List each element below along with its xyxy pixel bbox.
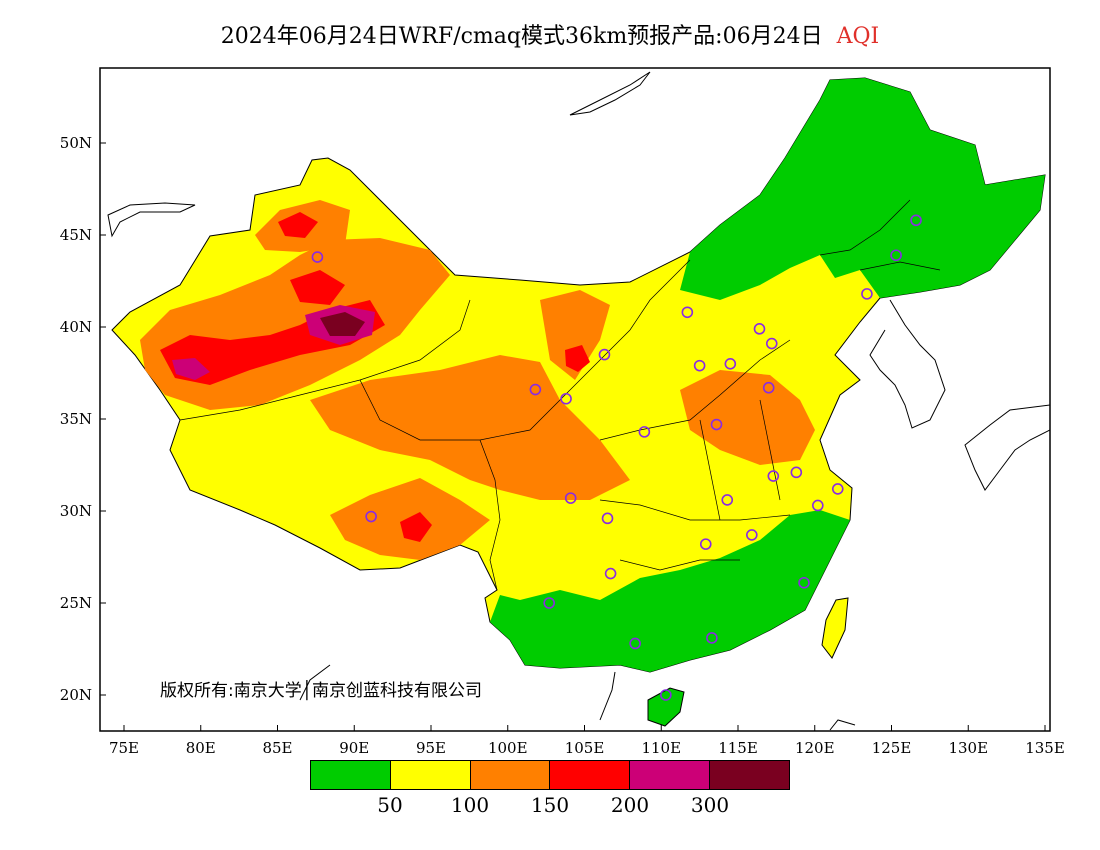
longitude-axis: 75E 80E 85E 90E 95E 100E 105E 110E 115E 120E 125E 1… <box>109 725 1065 757</box>
title-variable: AQI <box>836 24 880 49</box>
region-usg-central <box>310 355 630 500</box>
lon-tick-label: 115E <box>718 739 758 757</box>
region-unhealthy-north <box>290 270 345 305</box>
colorbar-swatch <box>630 761 711 789</box>
lon-tick-label: 135E <box>1025 739 1065 757</box>
colorbar-label: 150 <box>530 793 570 817</box>
colorbar-swatch <box>390 761 471 789</box>
coastline-baikal <box>569 71 651 116</box>
station-marker <box>543 597 555 609</box>
colorbar-label: 100 <box>450 793 490 817</box>
station-marker <box>762 381 775 394</box>
region-usg-hexi <box>540 290 610 380</box>
station-marker <box>629 637 641 650</box>
station-marker <box>638 426 651 438</box>
colorbar-swatch <box>470 761 551 789</box>
lon-tick-label: 90E <box>339 739 369 757</box>
station-marker <box>812 499 824 512</box>
colorbar-label: 200 <box>610 793 650 817</box>
lon-tick-label: 130E <box>948 739 988 757</box>
region-usg-north-china <box>680 370 815 465</box>
lon-tick-label: 75E <box>109 739 139 757</box>
station-marker <box>798 576 810 589</box>
map-frame <box>99 67 1051 732</box>
station-marker <box>831 483 844 495</box>
station-marker <box>604 567 617 580</box>
lat-tick-label: 50N <box>60 134 92 152</box>
region-hainan <box>647 687 685 727</box>
copyright-text: 版权所有:南京大学│南京创蓝科技有限公司 <box>160 680 482 701</box>
station-marker <box>681 306 694 319</box>
station-marker <box>710 418 723 431</box>
region-unhealthy-top <box>278 212 318 238</box>
colorbar-swatch <box>550 761 631 789</box>
station-marker <box>753 323 766 335</box>
lat-tick-label: 45N <box>60 226 92 244</box>
station-markers <box>311 214 922 701</box>
lon-tick-label: 100E <box>488 739 528 757</box>
lat-tick-label: 40N <box>60 318 92 336</box>
station-marker <box>706 632 718 644</box>
aqi-colorbar <box>310 760 790 790</box>
station-marker <box>365 510 377 523</box>
colorbar-label: 50 <box>377 793 403 817</box>
region-hazardous <box>320 312 365 336</box>
colorbar-swatch <box>311 761 391 789</box>
lon-tick-label: 120E <box>795 739 835 757</box>
lon-tick-label: 105E <box>565 739 605 757</box>
title-main: 2024年06月24日WRF/cmaq模式36km预报产品:06月24日 <box>220 24 823 49</box>
map-area <box>107 71 1050 731</box>
station-marker <box>765 337 778 350</box>
station-marker <box>790 466 803 479</box>
colorbar-labels: 50 100 150 200 300 <box>0 793 1100 819</box>
region-unhealthy-tibet <box>400 512 432 542</box>
station-marker <box>910 214 922 227</box>
colorbar-swatch <box>710 761 789 789</box>
coastline-korea <box>869 299 946 429</box>
lat-tick-label: 30N <box>60 502 92 520</box>
latitude-axis: 50N 45N 40N 35N 30N 25N 20N <box>60 134 106 704</box>
station-marker <box>767 470 780 482</box>
coastline-indochina <box>299 664 856 731</box>
region-very-unhealthy-west <box>172 358 210 380</box>
region-good-northeast <box>680 78 1045 300</box>
station-marker <box>311 251 324 263</box>
lon-tick-label: 110E <box>641 739 681 757</box>
station-marker <box>890 249 902 262</box>
lon-tick-label: 95E <box>416 739 446 757</box>
coastline-japan <box>964 404 1050 491</box>
lon-tick-label: 125E <box>872 739 912 757</box>
station-marker <box>699 538 712 550</box>
lon-tick-label: 85E <box>262 739 292 757</box>
coastline-kazakh-lake <box>107 202 196 238</box>
region-unhealthy-hexi <box>565 345 590 372</box>
station-marker <box>560 392 572 405</box>
station-marker <box>564 492 577 504</box>
station-marker <box>746 529 758 541</box>
station-marker <box>598 348 611 361</box>
lat-tick-label: 20N <box>60 686 92 704</box>
lon-tick-label: 80E <box>186 739 216 757</box>
station-marker <box>721 494 734 506</box>
station-marker <box>693 359 706 372</box>
colorbar-label: 300 <box>690 793 730 817</box>
region-taiwan <box>821 597 849 659</box>
region-good-south <box>490 510 850 672</box>
station-marker <box>724 357 737 370</box>
station-marker <box>529 383 542 396</box>
province-boundaries <box>179 199 941 591</box>
station-marker <box>660 689 672 701</box>
station-marker <box>601 512 614 525</box>
map-title: 2024年06月24日WRF/cmaq模式36km预报产品:06月24日 AQI <box>0 18 1100 50</box>
lat-tick-label: 35N <box>60 410 92 428</box>
station-marker <box>861 288 873 300</box>
lat-tick-label: 25N <box>60 594 92 612</box>
